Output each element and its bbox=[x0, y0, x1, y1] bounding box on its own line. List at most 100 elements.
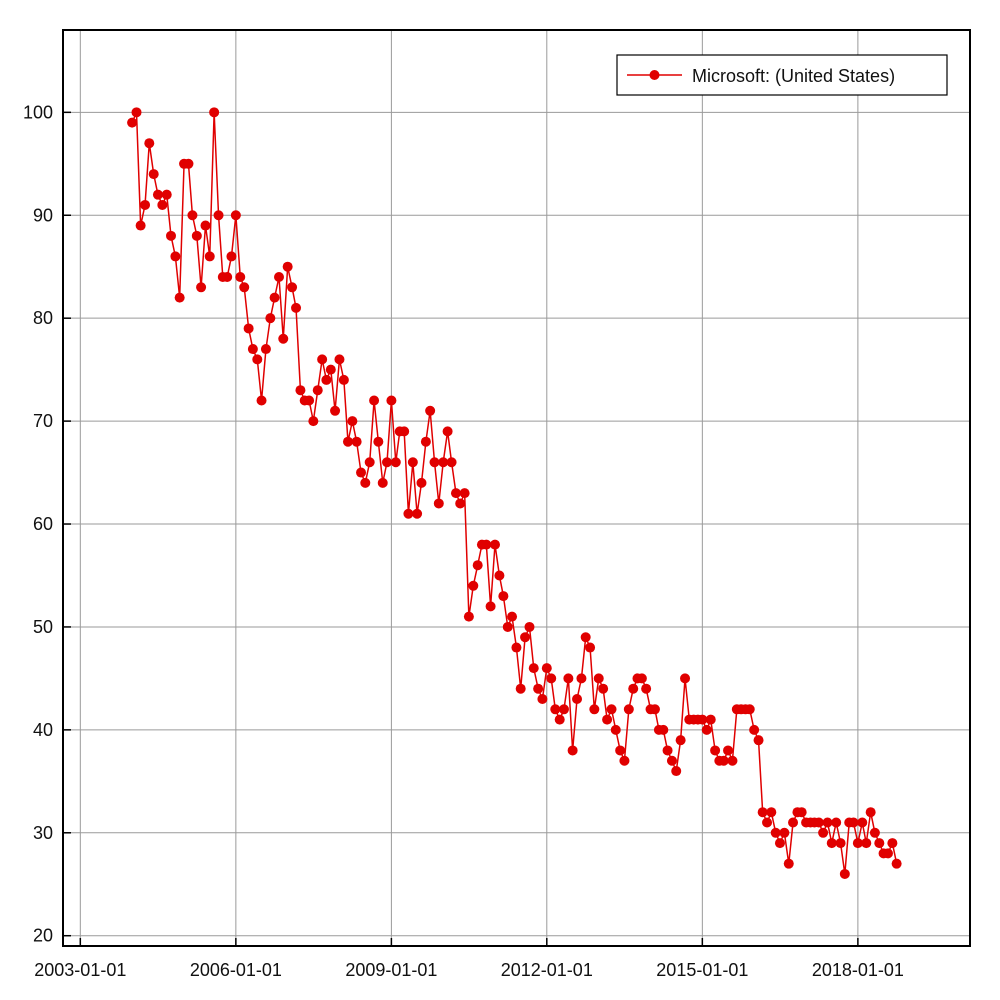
data-point bbox=[170, 251, 181, 262]
data-point bbox=[265, 313, 276, 324]
x-tick-label: 2006-01-01 bbox=[190, 960, 282, 980]
data-point bbox=[200, 220, 211, 231]
data-point bbox=[705, 714, 716, 725]
data-point bbox=[865, 807, 876, 818]
data-point bbox=[554, 714, 565, 725]
y-tick-label: 100 bbox=[23, 102, 53, 122]
data-point bbox=[377, 477, 388, 488]
data-point bbox=[420, 436, 431, 447]
data-point bbox=[550, 704, 561, 715]
data-point bbox=[399, 426, 410, 437]
legend-marker-swatch bbox=[649, 70, 660, 80]
data-point bbox=[558, 704, 569, 715]
data-point bbox=[848, 817, 859, 828]
data-point bbox=[295, 385, 306, 396]
data-point bbox=[641, 683, 652, 694]
data-point bbox=[446, 457, 457, 468]
data-point bbox=[788, 817, 799, 828]
data-point bbox=[697, 714, 708, 725]
data-point bbox=[425, 405, 436, 416]
data-point bbox=[757, 807, 768, 818]
data-point bbox=[369, 395, 380, 406]
grid bbox=[63, 30, 970, 946]
data-point bbox=[658, 724, 669, 735]
data-point bbox=[213, 210, 224, 221]
data-point bbox=[822, 817, 833, 828]
data-point bbox=[291, 302, 302, 313]
data-point bbox=[852, 838, 863, 849]
data-point bbox=[209, 107, 220, 118]
data-point bbox=[407, 457, 418, 468]
data-point bbox=[222, 272, 233, 283]
data-point bbox=[524, 621, 535, 632]
data-point bbox=[580, 632, 591, 643]
data-point bbox=[610, 724, 621, 735]
data-point bbox=[649, 704, 660, 715]
data-point bbox=[783, 858, 794, 869]
data-point bbox=[779, 827, 790, 838]
data-point bbox=[839, 868, 850, 879]
data-point bbox=[861, 838, 872, 849]
data-point bbox=[373, 436, 384, 447]
x-tick-label: 2018-01-01 bbox=[812, 960, 904, 980]
data-point bbox=[585, 642, 596, 653]
data-point bbox=[818, 827, 829, 838]
plot-frame bbox=[62, 29, 971, 947]
data-point bbox=[891, 858, 902, 869]
data-point bbox=[537, 693, 548, 704]
data-point bbox=[666, 755, 677, 766]
data-point bbox=[762, 817, 773, 828]
data-point bbox=[502, 621, 513, 632]
y-tick-label: 30 bbox=[33, 823, 53, 843]
data-point bbox=[260, 344, 271, 355]
data-point bbox=[235, 272, 246, 283]
data-point bbox=[770, 827, 781, 838]
x-axis: 2003-01-01 2006-01-01 2009-01-01 2012-01-01… bbox=[34, 938, 904, 980]
data-point bbox=[671, 766, 682, 777]
series-line bbox=[131, 111, 898, 875]
data-point bbox=[749, 724, 760, 735]
data-point bbox=[718, 755, 729, 766]
data-point bbox=[874, 838, 885, 849]
y-tick-label: 90 bbox=[33, 205, 53, 225]
data-point bbox=[507, 611, 518, 622]
data-point bbox=[360, 477, 371, 488]
data-point bbox=[351, 436, 362, 447]
data-point bbox=[334, 354, 345, 365]
x-tick-label: 2015-01-01 bbox=[656, 960, 748, 980]
data-point bbox=[342, 436, 353, 447]
data-point bbox=[274, 272, 284, 283]
data-point bbox=[429, 457, 440, 468]
data-point bbox=[403, 508, 414, 519]
y-axis: 20 30 40 50 60 70 80 90 100 bbox=[23, 102, 71, 946]
data-point bbox=[256, 395, 267, 406]
data-point bbox=[364, 457, 375, 468]
legend: Microsoft: (United States) bbox=[616, 54, 948, 96]
data-point bbox=[287, 282, 298, 293]
series-layer bbox=[127, 107, 902, 879]
data-point bbox=[468, 580, 479, 591]
data-point bbox=[131, 107, 142, 118]
data-point bbox=[572, 693, 583, 704]
data-point bbox=[144, 138, 155, 149]
data-point bbox=[308, 416, 319, 427]
data-point bbox=[515, 683, 526, 694]
data-point bbox=[187, 210, 198, 221]
data-point bbox=[127, 117, 138, 128]
data-point bbox=[330, 405, 341, 416]
data-point bbox=[386, 395, 397, 406]
y-tick-label: 70 bbox=[33, 411, 53, 431]
data-point bbox=[312, 385, 323, 396]
data-point bbox=[796, 807, 807, 818]
data-point bbox=[831, 817, 842, 828]
data-point bbox=[494, 570, 505, 581]
data-point bbox=[455, 498, 466, 509]
data-point bbox=[433, 498, 444, 509]
data-point bbox=[239, 282, 250, 293]
data-point bbox=[602, 714, 613, 725]
data-point bbox=[338, 374, 349, 385]
data-point bbox=[727, 755, 738, 766]
y-tick-label: 60 bbox=[33, 514, 53, 534]
data-point bbox=[598, 683, 609, 694]
